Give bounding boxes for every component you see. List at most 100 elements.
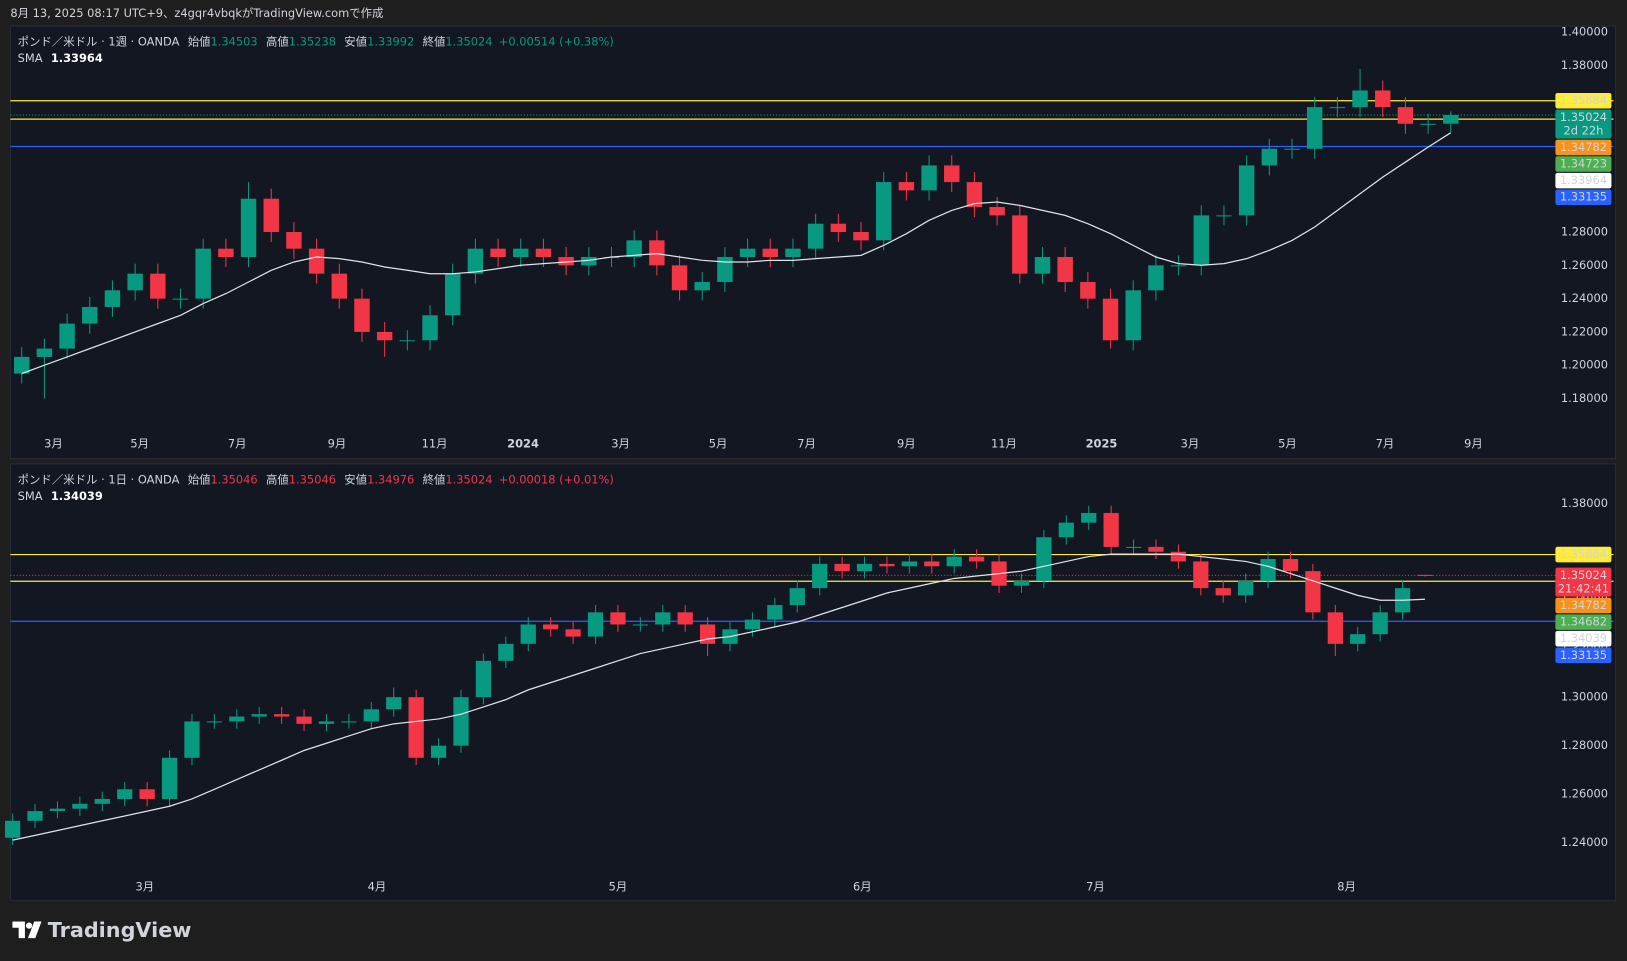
sma-name: SMA (18, 489, 43, 503)
candle-body (331, 273, 348, 299)
candle-body (898, 182, 915, 191)
candle-body (1284, 148, 1300, 150)
candle-body (694, 281, 710, 291)
price-tag (1555, 597, 1612, 614)
candle-body (72, 803, 88, 809)
candle-body (399, 340, 416, 342)
candle-body (1397, 107, 1414, 124)
candle-body (610, 612, 626, 625)
candle-body (1170, 551, 1187, 562)
price-tag (1555, 567, 1612, 597)
price-tag (1555, 109, 1612, 139)
price-tag-label: 1.34782 (1560, 598, 1607, 612)
candle-body (744, 619, 761, 630)
candle-body (1375, 90, 1391, 108)
candle-body (94, 798, 110, 804)
candle-body (14, 356, 30, 374)
candle-body (59, 323, 75, 349)
candle-body (626, 240, 642, 258)
price-tag-label: 1.34682 (1560, 615, 1607, 629)
candle-body (879, 563, 895, 567)
sma-line (21, 132, 1452, 375)
candle-body (969, 556, 985, 562)
candle-body (856, 563, 873, 572)
price-tag-label: 1.33135 (1560, 648, 1607, 662)
price-tag-label: 1.34782 (1560, 140, 1607, 154)
symbol: ポンド／米ドル · 1日 · OANDA (18, 472, 180, 486)
candle-body (632, 624, 648, 626)
candle-body (498, 643, 514, 661)
candle-body (649, 240, 665, 266)
candle-body (251, 714, 267, 717)
price-tag-label: 1.35884 (1560, 547, 1607, 561)
y-tick-label: 1.28000 (1561, 738, 1608, 752)
candle-body (1057, 257, 1073, 282)
candle-body (1034, 257, 1051, 274)
y-tick-label: 1.24000 (1561, 835, 1608, 849)
price-tag-label: 1.35884 (1560, 93, 1607, 107)
candle-body (1329, 107, 1346, 109)
candle-body (853, 232, 869, 241)
sma-value: 1.33964 (51, 51, 103, 65)
price-tag (1555, 614, 1612, 630)
candle-body (263, 198, 279, 233)
price-tag (1555, 92, 1612, 109)
candle-body (1305, 571, 1321, 613)
candle-body (739, 248, 756, 258)
legend-label: 高値 (266, 34, 289, 48)
candle-body (172, 298, 189, 300)
x-tick-label: 3月 (611, 437, 630, 451)
candle-body (1125, 546, 1142, 548)
candle-body (921, 165, 937, 191)
panel (9, 463, 1617, 902)
candle-body (1372, 612, 1388, 635)
candle-body (1420, 123, 1436, 125)
legend-value: 1.33992 (367, 34, 414, 48)
legend-change: +0.00018 (+0.01%) (499, 472, 614, 486)
sma-legend: SMA 1.34039 (18, 489, 103, 503)
candle-body (785, 248, 801, 258)
price-tag-label: 1.33135 (1560, 190, 1607, 204)
legend-value: 1.35238 (289, 34, 336, 48)
candle-body (36, 348, 53, 357)
candle-body (150, 273, 166, 299)
sma-line (12, 553, 1425, 841)
legend-label: 安値 (344, 472, 367, 486)
y-tick-label: 1.40000 (1561, 25, 1608, 39)
x-tick-label: 2024 (507, 437, 539, 451)
x-tick-label: 2025 (1086, 437, 1118, 451)
candle-body (587, 612, 604, 637)
price-tag-label: 21:42:41 (1558, 581, 1609, 595)
candle-body (834, 563, 850, 572)
legend-label: 始値 (188, 34, 211, 48)
y-tick-label: 1.28000 (1561, 225, 1608, 239)
candle-body (1013, 580, 1030, 586)
y-tick-label: 1.22000 (1561, 324, 1608, 338)
price-tag (1555, 630, 1612, 647)
x-tick-label: 11月 (991, 437, 1017, 451)
x-tick-label: 7月 (797, 437, 816, 451)
candle-body (565, 629, 581, 637)
x-tick-label: 5月 (609, 880, 628, 894)
price-tag-label: 1.33964 (1560, 173, 1607, 187)
x-tick-label: 7月 (228, 437, 247, 451)
brand: TradingView (48, 918, 192, 942)
candle-body (1350, 634, 1366, 644)
candle-body (944, 165, 960, 183)
y-tick-label: 1.38000 (1561, 58, 1608, 72)
candle-body (1327, 612, 1343, 644)
candle-body (422, 315, 438, 341)
candle-body (535, 248, 552, 258)
candle-body (581, 257, 597, 266)
x-tick-label: 5月 (130, 437, 149, 451)
candle-body (1443, 115, 1459, 124)
y-tick-label: 1.30000 (1561, 690, 1608, 704)
price-tag (1555, 546, 1612, 563)
candle-body (1238, 580, 1254, 596)
x-tick-label: 5月 (1278, 437, 1297, 451)
legend-label: 安値 (344, 34, 367, 48)
x-tick-label: 5月 (709, 437, 728, 451)
caption: 8月 13, 2025 08:17 UTC+9、z4gqr4vbqkがTradi… (10, 6, 383, 20)
candle-body (901, 561, 917, 567)
